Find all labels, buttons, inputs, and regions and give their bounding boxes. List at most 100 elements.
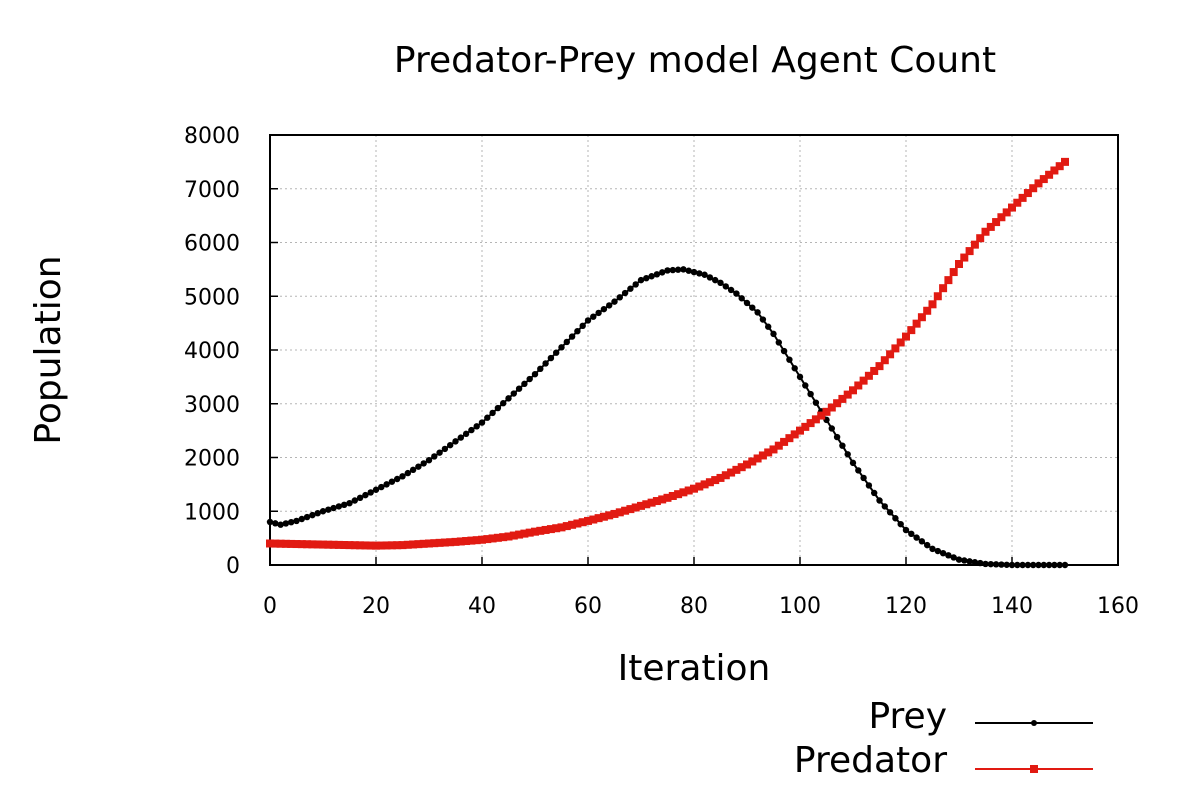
data-point	[721, 471, 730, 480]
data-point	[632, 281, 639, 288]
data-point	[568, 333, 576, 340]
data-point	[701, 271, 708, 278]
data-point	[319, 508, 327, 515]
legend-marker-predator	[1030, 765, 1038, 773]
data-point	[844, 451, 851, 458]
data-point	[266, 539, 274, 548]
data-point	[541, 525, 550, 534]
data-point	[945, 552, 952, 559]
y-axis-label: Population	[28, 255, 69, 444]
data-point	[313, 540, 322, 549]
data-point	[493, 533, 502, 542]
data-point	[924, 541, 931, 549]
y-tick-label: 2000	[184, 447, 240, 472]
data-point	[839, 442, 846, 449]
y-axis: 0 1000 2000 3000 4000 5000 6000 7000 8000	[184, 124, 278, 579]
data-point	[880, 356, 889, 365]
data-point	[590, 313, 597, 320]
data-point	[1030, 561, 1037, 569]
data-point	[653, 271, 661, 278]
data-point	[595, 309, 602, 317]
data-point	[579, 322, 586, 330]
data-point	[664, 267, 671, 274]
data-point	[976, 234, 985, 243]
data-point	[886, 509, 894, 516]
data-point	[472, 536, 481, 545]
data-point	[403, 540, 412, 549]
data-point	[695, 482, 704, 491]
data-point	[447, 441, 454, 449]
data-point	[341, 501, 348, 508]
data-point	[791, 365, 798, 372]
data-point	[758, 451, 767, 460]
y-tick-label: 7000	[184, 178, 240, 203]
data-point	[552, 524, 561, 533]
data-point	[886, 350, 895, 359]
data-point	[345, 541, 354, 550]
data-point	[510, 390, 517, 397]
data-point	[500, 400, 507, 407]
data-point	[297, 540, 306, 549]
data-point	[637, 501, 645, 510]
data-point	[441, 445, 449, 453]
data-point	[387, 541, 396, 550]
x-tick-label: 60	[574, 594, 602, 619]
data-point	[780, 437, 789, 446]
y-tick-label: 4000	[184, 339, 240, 364]
data-point	[917, 313, 926, 322]
data-point	[769, 445, 778, 454]
series-layer	[266, 157, 1069, 569]
data-point	[351, 497, 358, 504]
data-point	[382, 541, 391, 550]
data-point	[696, 270, 703, 277]
x-tick-label: 0	[263, 594, 277, 619]
data-point	[849, 386, 857, 395]
data-point	[918, 538, 926, 545]
data-point	[621, 289, 629, 297]
data-point	[859, 376, 868, 385]
data-point	[1045, 170, 1054, 179]
data-point	[998, 561, 1005, 568]
data-point	[684, 486, 693, 495]
data-point	[606, 302, 613, 309]
data-point	[281, 539, 290, 548]
data-point	[807, 390, 814, 398]
data-point	[663, 493, 672, 502]
data-point	[372, 486, 380, 493]
data-point	[409, 540, 418, 549]
data-point	[902, 526, 910, 534]
data-point	[505, 395, 512, 402]
data-point	[452, 438, 459, 445]
data-point	[955, 556, 963, 563]
data-point	[733, 290, 740, 297]
data-point	[599, 512, 608, 521]
data-point	[774, 441, 783, 450]
data-point	[796, 373, 804, 381]
data-point	[865, 482, 873, 489]
data-point	[488, 534, 497, 543]
data-point	[896, 338, 905, 347]
data-point	[737, 463, 746, 472]
data-point	[414, 540, 423, 549]
data-point	[727, 468, 736, 477]
data-point	[923, 306, 932, 315]
legend-label-predator: Predator	[794, 740, 947, 781]
data-point	[298, 515, 305, 523]
data-point	[1035, 561, 1042, 569]
y-tick-label: 3000	[184, 393, 240, 418]
legend: Prey Predator	[794, 696, 1093, 781]
data-point	[367, 489, 374, 496]
data-point	[627, 285, 634, 292]
data-point	[303, 513, 311, 521]
data-point	[526, 375, 533, 383]
data-point	[897, 520, 904, 528]
data-point	[525, 528, 534, 537]
data-point	[325, 506, 332, 513]
data-point	[626, 505, 635, 514]
data-point	[409, 466, 417, 474]
data-point	[1013, 198, 1022, 207]
data-point	[350, 541, 359, 550]
data-point	[1019, 561, 1026, 569]
data-point	[605, 511, 614, 520]
